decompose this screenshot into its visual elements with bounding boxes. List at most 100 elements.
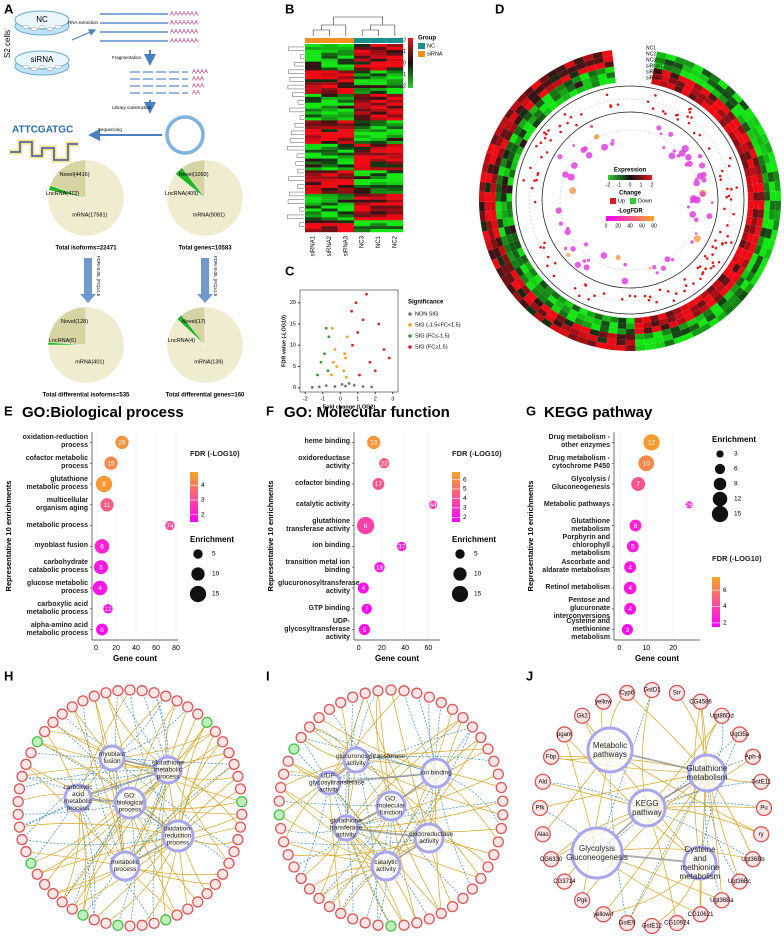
- group-bar: [354, 38, 371, 43]
- circos-cell: [673, 61, 684, 70]
- scale-label: 2: [403, 37, 406, 43]
- circos-cell: [576, 312, 587, 321]
- gene-node: [20, 846, 32, 858]
- heatmap-cell: [354, 49, 371, 54]
- heatmap-cell: [370, 91, 387, 95]
- heatmap-cell: [386, 64, 404, 68]
- slice-label: Novel(17): [182, 319, 206, 325]
- circos-dot: [569, 115, 573, 119]
- bubble: [358, 624, 371, 636]
- circos-cell: [500, 138, 510, 150]
- bubble: [361, 603, 372, 614]
- cell: [30, 27, 38, 31]
- size-key-label: 12: [734, 496, 742, 503]
- circos-cell: [745, 271, 756, 283]
- circos-cell: [498, 227, 506, 237]
- network-edge: [124, 722, 208, 867]
- network-edge: [364, 693, 430, 839]
- heatmap-cell: [386, 205, 404, 209]
- pie-title: Total differential isoforms=535: [43, 393, 130, 399]
- gene-node: [534, 773, 551, 790]
- heatmap-cell: [321, 196, 338, 200]
- circos-cell: [751, 175, 758, 185]
- tick-label: -1: [617, 182, 622, 188]
- circos-dot: [546, 264, 549, 268]
- circos-dot: [699, 162, 706, 169]
- category-label: Pentose and glucuronate interconversions: [553, 596, 610, 620]
- heatmap-cell: [354, 61, 371, 65]
- heatmap-cell: [386, 49, 404, 54]
- heatmap-cell: [321, 79, 338, 83]
- col-dendrogram: [312, 16, 396, 36]
- circos-cell: [535, 283, 545, 294]
- circos-cell: [480, 220, 488, 232]
- circos-cell: [530, 79, 542, 91]
- circos-cell: [551, 92, 562, 102]
- circos-cell: [574, 317, 585, 326]
- gene-node: [753, 773, 770, 790]
- gene-node: [171, 695, 183, 707]
- legend-label: Up: [618, 198, 625, 204]
- heatmap-cell: [337, 223, 355, 227]
- point: [345, 335, 349, 339]
- circos-dot: [699, 277, 702, 281]
- circos-cell: [508, 241, 517, 252]
- point: [365, 292, 368, 296]
- circos-cell: [576, 85, 586, 94]
- circos-cell: [510, 280, 521, 292]
- group-bar: [337, 38, 354, 43]
- legend-label: Down: [638, 198, 652, 204]
- heatmap-cell: [354, 91, 371, 95]
- heatmap-cell: [370, 138, 387, 142]
- network-edge: [328, 726, 473, 784]
- gene-label: GstE11: [751, 779, 771, 785]
- heatmap-cell: [370, 82, 387, 86]
- circos-cell: [564, 299, 574, 309]
- circos-cell: [727, 120, 737, 131]
- circos-dot: [668, 131, 674, 137]
- chart-title: GO:Biological process: [22, 404, 184, 421]
- circos-dot: [570, 246, 576, 252]
- circos-cell: [762, 153, 771, 164]
- heatmap-cell: [337, 138, 355, 142]
- circos-cell: [697, 317, 709, 328]
- heatmap-cell: [354, 190, 371, 195]
- circos-cell: [722, 114, 732, 125]
- category-label: glutathione transferase activity: [286, 517, 350, 533]
- heatmap-cell: [337, 187, 355, 192]
- row-dendrogram: [294, 62, 304, 67]
- network-edge: [435, 772, 502, 829]
- heatmap-cell: [321, 82, 338, 86]
- circos-dot: [522, 179, 525, 182]
- x-tick-label: 0: [357, 645, 361, 652]
- bubble-label: 18: [376, 564, 384, 571]
- gene-node: [282, 755, 294, 767]
- circos-cell: [625, 328, 635, 335]
- row-dendrogram: [288, 69, 304, 74]
- tick-label: 20: [615, 223, 621, 229]
- chart-title: KEGG pathway: [544, 404, 653, 421]
- circos-cell: [515, 145, 524, 156]
- heatmap-cell: [321, 85, 338, 89]
- circos-cell: [584, 315, 594, 324]
- cell: [54, 65, 62, 69]
- circos-cell: [748, 225, 757, 235]
- heatmap-cell: [386, 208, 404, 212]
- circos-cell: [495, 236, 504, 248]
- gene-node: [313, 711, 325, 724]
- circos-cell: [703, 294, 714, 304]
- heatmap-cell: [337, 99, 355, 103]
- heatmap-cell: [354, 88, 371, 92]
- sequence: ATTCGATGC: [12, 125, 73, 136]
- bubble-label: 22: [381, 460, 389, 467]
- circos-cell: [654, 62, 665, 70]
- circos-cell: [728, 96, 739, 108]
- cell: [46, 67, 54, 71]
- hub-node: [586, 726, 634, 774]
- circos-cell: [769, 200, 776, 211]
- circos-cell: [503, 119, 514, 131]
- cell: [22, 25, 30, 29]
- x-tick-label: 20: [378, 645, 386, 652]
- gene-node: [192, 896, 204, 908]
- circos-dot: [558, 124, 562, 128]
